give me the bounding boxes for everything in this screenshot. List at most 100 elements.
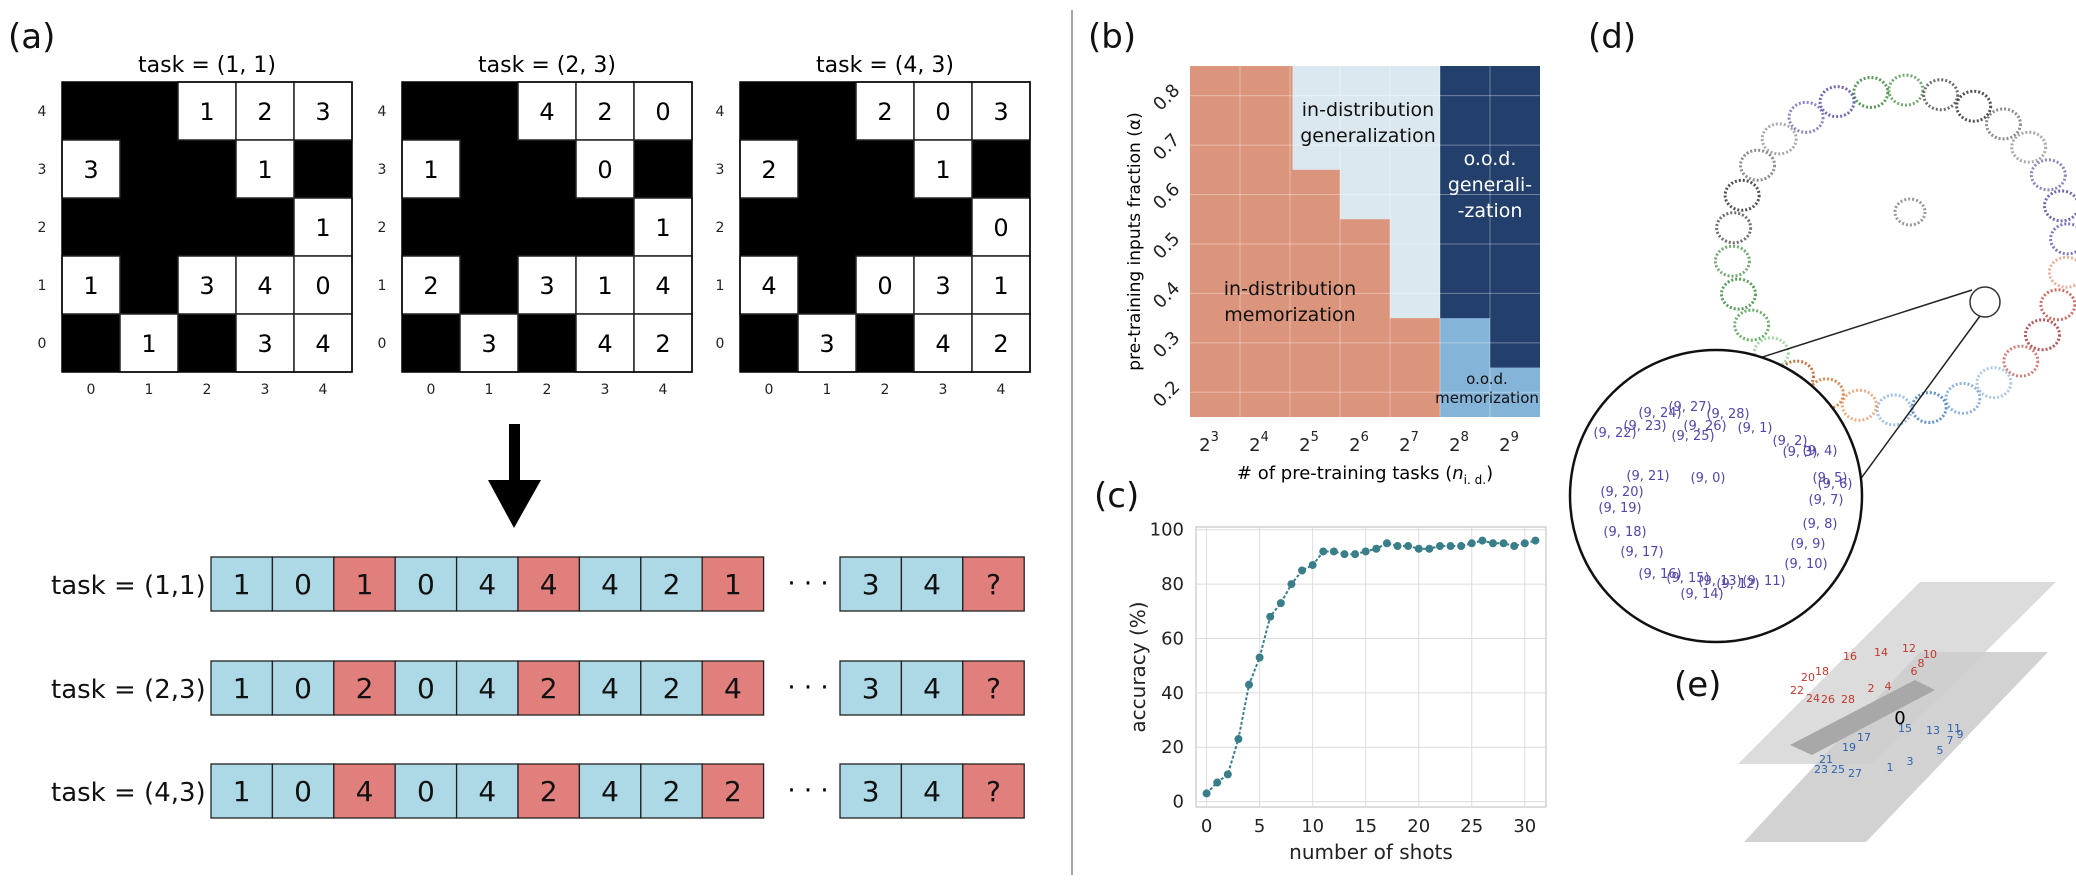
phase-xtick: 25: [1299, 430, 1319, 456]
accuracy-point: [1446, 542, 1455, 551]
top-plane-label: 14: [1874, 646, 1888, 659]
grid-cell-value: 2: [655, 330, 670, 358]
sequence-cell: [839, 763, 903, 819]
grid-xtick: 2: [881, 382, 890, 398]
grid-cell: [633, 197, 693, 257]
sequence-cell-value: 4: [601, 775, 619, 808]
grid-cell: [913, 139, 973, 199]
accuracy-point: [1457, 542, 1466, 551]
top-plane-label: 12: [1902, 642, 1916, 655]
phase-xtick: 27: [1399, 430, 1419, 456]
chart-ytick: 20: [1161, 737, 1184, 758]
bottom-plane-label: 7: [1947, 734, 1954, 747]
zoom-point-label: (9, 10): [1784, 557, 1827, 572]
top-plane-label: 6: [1911, 665, 1918, 678]
top-plane-label: 4: [1885, 680, 1892, 693]
sequence-cell: [210, 763, 274, 819]
accuracy-point: [1340, 550, 1349, 559]
grid-cell-value: 3: [539, 272, 554, 300]
accuracy-point: [1372, 544, 1381, 553]
sequence-cell-value: ?: [986, 775, 1001, 808]
sequence-cell: [578, 556, 642, 612]
sequence-cell-value: 0: [294, 568, 312, 601]
bottom-plane-label: 13: [1926, 724, 1940, 737]
chart-xtick: 15: [1354, 816, 1377, 837]
accuracy-point: [1234, 735, 1243, 744]
zoom-point-label: (9, 21): [1626, 469, 1669, 484]
sequence-cell-value: 4: [478, 568, 496, 601]
sequence-cell-value: 3: [862, 775, 880, 808]
sequence-cell: [394, 763, 458, 819]
grid-cell-value: 2: [877, 98, 892, 126]
zoom-point-label: (9, 8): [1803, 517, 1838, 532]
sequence-cell: [701, 763, 765, 819]
accuracy-point: [1255, 653, 1264, 662]
zoom-point-label: (9, 24): [1638, 406, 1681, 421]
grid-cell-value: 3: [993, 98, 1008, 126]
grid-ytick: 4: [716, 104, 725, 120]
grid-cell: [739, 139, 799, 199]
zoom-point-label: (9, 2): [1773, 434, 1808, 449]
phase-ytick: 0.4: [1149, 278, 1184, 313]
grid-ytick: 4: [378, 104, 387, 120]
chart-ytick: 60: [1161, 628, 1184, 649]
grid-cell: [575, 139, 635, 199]
grid-cell-value: 0: [877, 272, 892, 300]
sequence-row: task = (2,3) 1 0 2 0 4 2 4 2 4 · · · 3 4?: [51, 660, 1025, 716]
ring-cluster: [1875, 393, 1913, 427]
phase-xtick: 23: [1199, 430, 1219, 456]
grid-border: [739, 81, 1031, 373]
grid-cell-value: 1: [935, 156, 950, 184]
top-plane-label: 24: [1806, 692, 1820, 705]
sequence-cell-value: 2: [540, 672, 558, 705]
grid-1: task = (1, 1) 1 2 3 3 1 1 1 3 4 0 1 3 4 0 0 1 1 2 2 3 3 4 4: [38, 53, 353, 398]
accuracy-point: [1287, 580, 1296, 589]
grid-ytick: 3: [716, 162, 725, 178]
sequence-cell-value: 0: [294, 672, 312, 705]
sequence-cell-value: 4: [923, 568, 941, 601]
chart-xtick: 20: [1407, 816, 1430, 837]
label-ood-generalization: o.o.d.: [1464, 148, 1517, 170]
grid-cell: [855, 255, 915, 315]
bottom-plane-label: 1: [1887, 761, 1894, 774]
bottom-plane-label: 25: [1831, 763, 1845, 776]
sequence-cell: [394, 660, 458, 716]
grid-title: task = (4, 3): [816, 53, 954, 78]
grid-xtick: 4: [997, 382, 1006, 398]
ring-cluster: [1910, 391, 1948, 425]
phase-ylabel: pre-training inputs fraction (α): [1125, 112, 1145, 370]
phase-xtick: 29: [1499, 430, 1519, 456]
sequence-cell: [640, 763, 703, 819]
accuracy-point: [1404, 542, 1413, 551]
region-ood-memorization: [1440, 318, 1490, 417]
accuracy-point: [1266, 612, 1275, 621]
grid-3: task = (4, 3) 2 0 3 2 1 0 4 0 3 1 3 4 2 0 0 1 1 2 2 3 3 4 4: [716, 53, 1031, 398]
zoom-point-label: (9, 18): [1603, 525, 1646, 540]
panel-label-e: (e): [1674, 665, 1721, 705]
accuracy-point: [1425, 544, 1434, 553]
grid-ytick: 0: [716, 336, 725, 352]
grid-xtick: 0: [87, 382, 96, 398]
sequence-cell-value: 4: [923, 672, 941, 705]
sequence-cell: [962, 660, 1025, 716]
ring-cluster: [1715, 211, 1753, 245]
zoom-point-label: (9, 27): [1668, 400, 1711, 415]
grid-xtick: 1: [145, 382, 154, 398]
accuracy-point: [1435, 542, 1444, 551]
chart-xtick: 30: [1513, 816, 1536, 837]
grid-xtick: 2: [543, 382, 552, 398]
ring-cluster: [1818, 85, 1856, 119]
region-id-generalization-step: [1292, 66, 1343, 170]
label-ood-memorization: memorization: [1435, 389, 1539, 407]
zoom-point-label: (9, 26): [1683, 419, 1726, 434]
plane-intersection: [1790, 680, 1935, 755]
grid-cell-value: 1: [655, 214, 670, 242]
ring-cluster: [1922, 78, 1960, 112]
zoom-point-label: (9, 9): [1791, 537, 1826, 552]
grid-cell-value: 4: [935, 330, 950, 358]
panel-label-c: (c): [1094, 476, 1139, 516]
zoom-point-label: (9, 16): [1638, 567, 1681, 582]
grid-xtick: 0: [427, 382, 436, 398]
sequence-cell-value: 3: [862, 672, 880, 705]
sequence-cell: [517, 660, 581, 716]
